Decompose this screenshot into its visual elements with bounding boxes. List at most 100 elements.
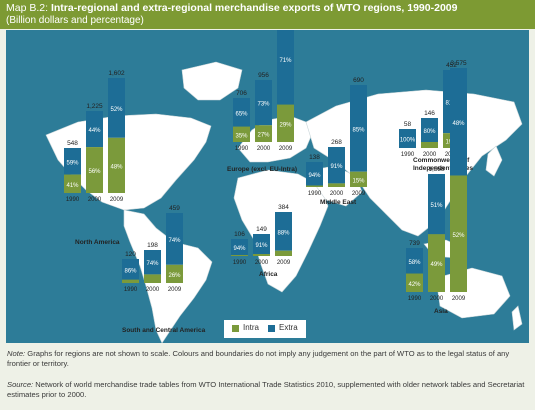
asia-intra-pct-2000: 49% [430,262,443,268]
europe-excl-eu-intra-extra-bar-2000 [255,80,272,126]
middle-east-intra-bar-2009 [350,171,367,187]
north-america-extra-bar-2000 [86,111,103,148]
middle-east-year-2009: 2009 [352,191,366,197]
africa-intra-bar-1990 [231,254,248,256]
asia-year-2009: 2009 [452,296,466,302]
south-and-central-america-year-2009: 2009 [168,287,182,293]
asia-extra-pct-1990: 58% [408,260,421,266]
south-and-central-america-year-2000: 2000 [146,287,160,293]
europe-excl-eu-intra-year-2000: 2000 [257,146,271,152]
north-america-extra-pct-2000: 44% [88,128,101,134]
europe-excl-eu-intra-intra-pct-2009: 29% [279,122,292,128]
asia-total-2009: 3,575 [450,60,467,67]
north-america-intra-bar-1990 [64,174,81,193]
south-and-central-america-extra-bar-2009 [166,213,183,265]
middle-east-region-label: Middle East [320,199,357,206]
south-and-central-america-region-label: South and Central America [122,327,206,334]
south-and-central-america-extra-pct-1990: 86% [124,268,137,274]
europe-excl-eu-intra-extra-pct-1990: 65% [235,111,248,117]
commonwealth-of-independent-states-region-label: Independent States [413,165,473,172]
south-and-central-america-intra-bar-1990 [122,279,139,283]
middle-east-year-1990: 1990 [308,191,322,197]
africa-year-2009: 2009 [277,260,291,266]
middle-east-extra-bar-2000 [328,147,345,184]
commonwealth-of-independent-states-extra-bar-2000 [421,118,438,142]
north-america-extra-pct-2009: 52% [110,107,123,113]
commonwealth-of-independent-states-extra-pct-1990: 100% [400,138,416,144]
source-note: Source: Network of world merchandise tra… [7,380,529,400]
africa-extra-bar-2000 [253,234,270,255]
north-america-total-2009: 1,602 [108,70,125,77]
north-america-extra-bar-1990 [64,148,81,175]
north-america-extra-bar-2009 [108,78,125,138]
north-america-year-2009: 2009 [110,197,124,203]
south-and-central-america-intra-pct-2009: 26% [168,273,181,279]
south-and-central-america-intra-bar-2000 [144,274,161,283]
europe-excl-eu-intra-year-1990: 1990 [235,146,249,152]
asia-extra-bar-2009 [450,68,467,176]
title-banner: Map B.2: Intra-regional and extra-region… [0,0,535,29]
north-america-region-label: North America [75,239,120,246]
asia-total-1990: 739 [409,240,420,247]
source-label: Source: [7,380,34,389]
figure-title: Map B.2: Intra-regional and extra-region… [6,2,457,14]
europe-excl-eu-intra-intra-pct-2000: 27% [257,133,270,139]
africa-year-2000: 2000 [255,260,269,266]
europe-excl-eu-intra-extra-pct-2009: 71% [279,58,292,64]
europe-excl-eu-intra-intra-pct-1990: 35% [235,133,248,139]
africa-extra-pct-2000: 91% [255,243,268,249]
south-and-central-america-intra-bar-2009 [166,264,183,283]
asia-extra-pct-2009: 48% [452,121,465,127]
asia-intra-bar-2009 [450,175,467,292]
europe-excl-eu-intra-year-2009: 2009 [279,146,293,152]
africa-extra-pct-2009: 88% [277,230,290,236]
africa-total-1990: 106 [234,231,245,238]
africa-extra-bar-1990 [231,239,248,255]
middle-east-extra-pct-2009: 85% [352,127,365,133]
north-america-year-1990: 1990 [66,197,80,203]
commonwealth-of-independent-states-total-2000: 146 [424,110,435,117]
europe-excl-eu-intra-region-label: Europe (excl. EU-Intra) [227,166,297,173]
note: Note: Graphs for regions are not shown t… [7,349,529,369]
japan-landmass [485,145,503,177]
africa-total-2000: 149 [256,226,267,233]
asia-year-1990: 1990 [408,296,422,302]
south-and-central-america-extra-pct-2000: 74% [146,261,159,267]
source-text: Network of world merchandise trade table… [7,380,525,399]
south-and-central-america-total-2009: 459 [169,205,180,212]
commonwealth-of-independent-states-total-1990: 58 [404,121,412,128]
africa-extra-bar-2009 [275,212,292,251]
south-and-central-america-total-1990: 120 [125,251,136,258]
note-text: Graphs for regions are not shown to scal… [7,349,510,368]
commonwealth-of-independent-states-year-1990: 1990 [401,152,415,158]
north-america-intra-pct-2009: 48% [110,164,123,170]
middle-east-extra-pct-1990: 94% [308,173,321,179]
europe-excl-eu-intra-total-2000: 956 [258,72,269,79]
asia-extra-bar-2000 [428,174,445,235]
legend: Intra Extra [224,320,306,338]
south-and-central-america-year-1990: 1990 [124,287,138,293]
legend-intra-swatch [232,325,239,332]
middle-east-intra-pct-2009: 15% [352,178,365,184]
middle-east-total-2000: 268 [331,139,342,146]
europe-excl-eu-intra-total-1990: 706 [236,90,247,97]
world-map: 548 1990 59% 41% 1,225 2000 44% 56% 1,602 2009 52%… [45,30,523,343]
new-zealand-landmass [511,305,523,331]
south-and-central-america-extra-bar-1990 [122,259,139,280]
europe-excl-eu-intra-extra-pct-2000: 73% [257,102,270,108]
north-america-extra-pct-1990: 59% [66,160,79,166]
middle-east-extra-bar-2009 [350,85,367,172]
greenland-landmass [181,61,243,101]
middle-east-extra-pct-2000: 91% [330,164,343,170]
figure-subtitle: (Billion dollars and percentage) [6,15,144,26]
africa-year-1990: 1990 [233,260,247,266]
asia-intra-pct-2009: 52% [452,233,465,239]
north-america-year-2000: 2000 [88,197,102,203]
africa-region-label: Africa [259,271,278,278]
asia-extra-pct-2000: 51% [430,203,443,209]
world-map-panel: 548 1990 59% 41% 1,225 2000 44% 56% 1,602 2009 52%… [6,30,529,343]
europe-excl-eu-intra-extra-bar-1990 [233,98,250,127]
map-label: Map B.2: [6,2,49,14]
south-and-central-america-extra-bar-2000 [144,250,161,275]
